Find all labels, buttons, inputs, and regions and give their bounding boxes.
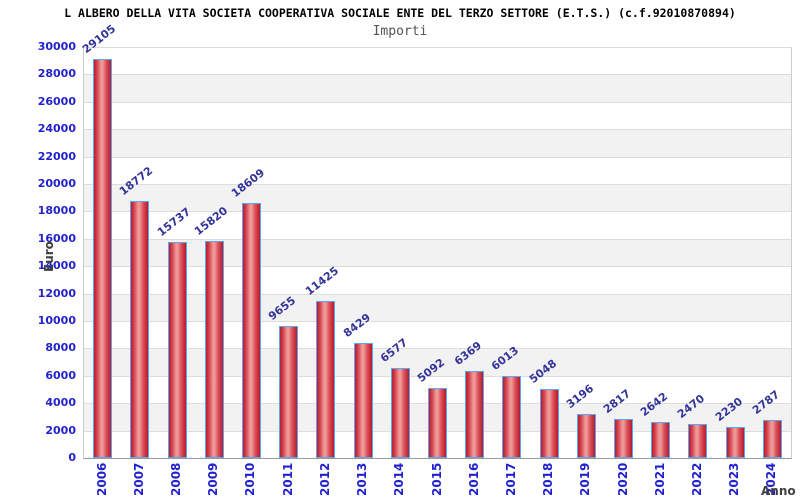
bar: [651, 421, 671, 458]
y-tick-label: 4000: [45, 396, 76, 410]
bar: [614, 419, 634, 458]
y-tick-label: 12000: [37, 286, 76, 300]
x-tick-label: 2010: [243, 462, 258, 496]
x-axis-title: Anno: [761, 484, 796, 498]
bar: [316, 301, 336, 458]
x-tick-label: 2014: [392, 462, 407, 496]
bar: [762, 419, 782, 458]
bar: [241, 203, 261, 458]
bar: [390, 367, 410, 458]
bar: [93, 59, 113, 458]
x-tick-label: 2006: [94, 462, 109, 496]
bar: [353, 342, 373, 458]
grid-band: [84, 238, 791, 267]
y-tick-label: 8000: [45, 341, 76, 355]
grid-band: [84, 293, 791, 321]
chart-title: L ALBERO DELLA VITA SOCIETA COOPERATIVA …: [64, 6, 736, 20]
x-tick-label: 2013: [355, 462, 370, 496]
y-tick-label: 14000: [37, 259, 76, 273]
y-tick-label: 18000: [37, 204, 76, 218]
bar: [539, 388, 559, 458]
bar: [465, 370, 485, 458]
grid-band: [84, 129, 791, 157]
y-tick-label: 0: [68, 451, 76, 464]
bar: [688, 424, 708, 458]
x-tick-label: 2023: [727, 462, 742, 496]
grid-band: [84, 101, 791, 130]
x-tick-label: 2022: [689, 462, 704, 496]
y-tick-label: 22000: [37, 149, 76, 163]
plot-area: 29105 18772 15737 15820 18609 9655 11425 8429 65…: [80, 22, 792, 459]
y-tick-label: 6000: [45, 368, 76, 382]
y-tick-label: 24000: [37, 122, 76, 136]
y-tick-label: 16000: [37, 231, 76, 245]
x-tick-label: 2015: [429, 462, 444, 496]
bar: [130, 200, 150, 458]
grid-band: [84, 211, 791, 239]
x-tick-label: 2016: [466, 462, 481, 496]
y-tick-label: 26000: [37, 94, 76, 108]
bar: [502, 375, 522, 458]
grid-band: [84, 348, 791, 376]
y-tick-label: 28000: [37, 67, 76, 81]
x-tick-label: 2020: [615, 462, 630, 496]
x-tick-label: 2017: [503, 462, 518, 496]
grid-band: [84, 321, 791, 349]
chart-subtitle: Importi: [372, 24, 428, 39]
grid-band: [84, 47, 791, 75]
bar: [204, 241, 224, 458]
x-tick-label: 2019: [578, 462, 593, 496]
bar: [428, 388, 447, 458]
x-tick-label: 2018: [541, 462, 556, 496]
y-axis-title: Euro: [42, 241, 56, 272]
grid-band: [84, 266, 791, 294]
grid-band: [84, 156, 791, 184]
y-tick-label: 30000: [37, 40, 76, 53]
x-tick-label: 2012: [317, 462, 332, 496]
x-tick-label: 2007: [131, 462, 146, 496]
y-tick-label: 20000: [37, 177, 76, 190]
x-tick-label: 2021: [652, 462, 667, 496]
x-tick-label: 2011: [280, 462, 295, 496]
bar: [167, 242, 187, 458]
y-tick-label: 2000: [45, 423, 76, 437]
bar: [279, 325, 299, 458]
grid-band: [84, 74, 791, 102]
grid-band: [84, 184, 791, 212]
x-tick-label: 2009: [206, 462, 221, 496]
bar: [725, 427, 745, 458]
x-tick-label: 2008: [169, 462, 184, 496]
y-tick-label: 10000: [37, 314, 76, 327]
bar: [576, 414, 596, 458]
